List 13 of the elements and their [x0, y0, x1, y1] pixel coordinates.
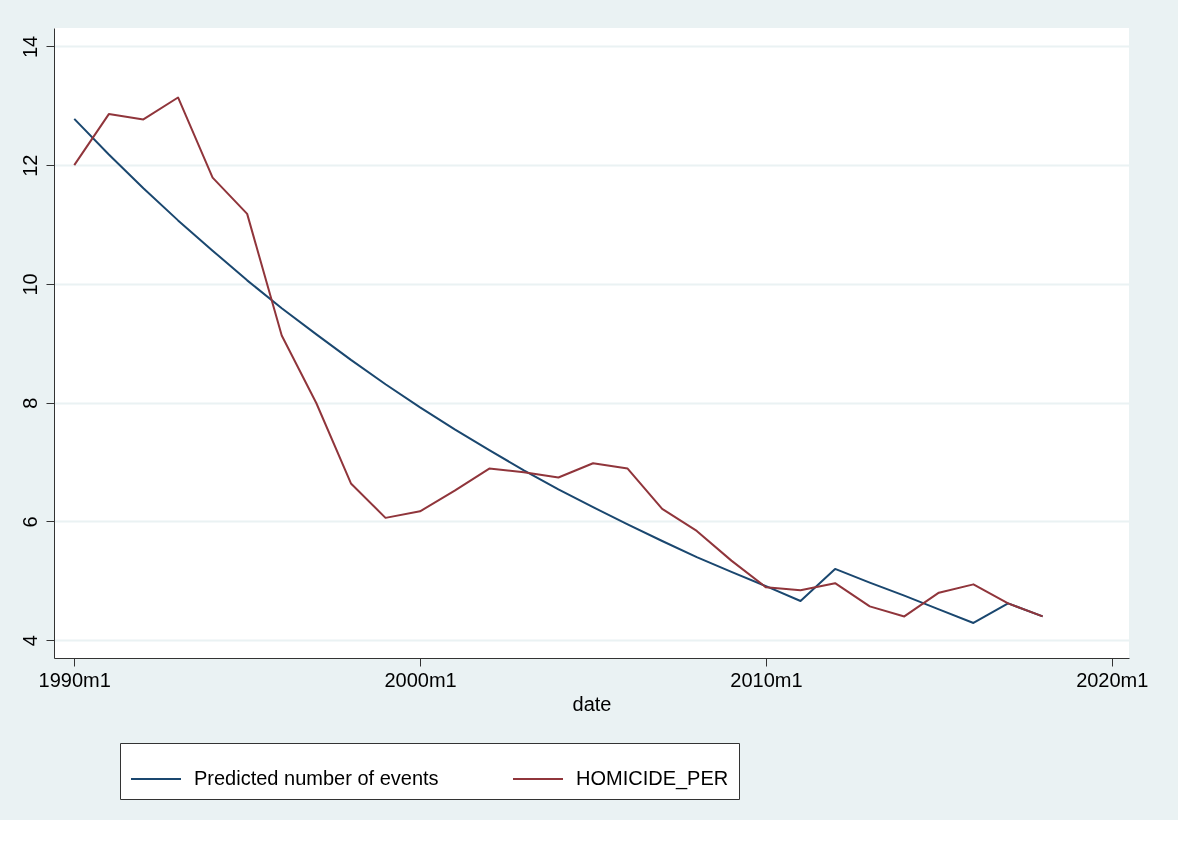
- x-tick-label: 2010m1: [730, 668, 803, 691]
- x-tick-label: 1990m1: [38, 668, 111, 691]
- legend-label: HOMICIDE_PER: [576, 767, 729, 790]
- legend-label: Predicted number of events: [194, 767, 439, 789]
- y-tick-label: 8: [18, 397, 41, 409]
- x-axis-title: date: [572, 692, 612, 715]
- y-tick-label: 6: [18, 516, 41, 528]
- x-tick-label: 2000m1: [384, 668, 457, 691]
- y-tick-label: 12: [18, 154, 41, 177]
- y-tick-label: 14: [18, 35, 41, 59]
- y-tick-label: 10: [18, 273, 41, 296]
- y-tick-label: 4: [18, 635, 41, 647]
- x-tick-label: 2020m1: [1076, 668, 1149, 691]
